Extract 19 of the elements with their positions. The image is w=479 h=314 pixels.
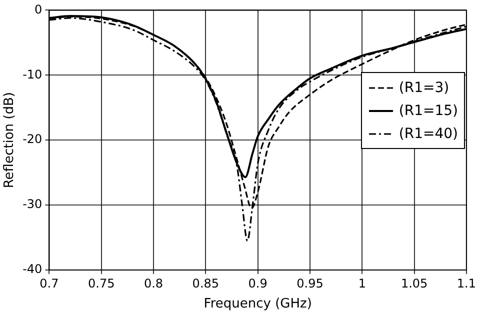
x-tick-label: 1 xyxy=(358,276,366,290)
x-tick-label: 0.95 xyxy=(296,276,324,290)
y-tick-label: -20 xyxy=(22,132,42,146)
x-tick-label: 0.9 xyxy=(248,276,268,290)
legend-label: (R1=40) xyxy=(398,126,458,142)
y-tick-label: -10 xyxy=(22,67,42,82)
legend-label: (R1=15) xyxy=(398,102,458,118)
x-tick-label: 0.8 xyxy=(144,276,164,290)
x-tick-label: 1.05 xyxy=(400,276,428,290)
y-axis-title: Reflection (dB) xyxy=(2,92,18,188)
x-tick-label: 0.75 xyxy=(88,276,115,290)
legend-label: (R1=3) xyxy=(398,80,450,96)
y-tick-label: -30 xyxy=(22,197,42,212)
y-tick-label: 0 xyxy=(34,2,42,16)
y-tick-label: -40 xyxy=(22,262,42,276)
x-tick-label: 0.7 xyxy=(40,276,59,290)
x-axis-title: Frequency (GHz) xyxy=(204,296,312,312)
x-tick-label: 1.1 xyxy=(456,276,476,290)
x-tick-label: 0.85 xyxy=(192,276,220,290)
